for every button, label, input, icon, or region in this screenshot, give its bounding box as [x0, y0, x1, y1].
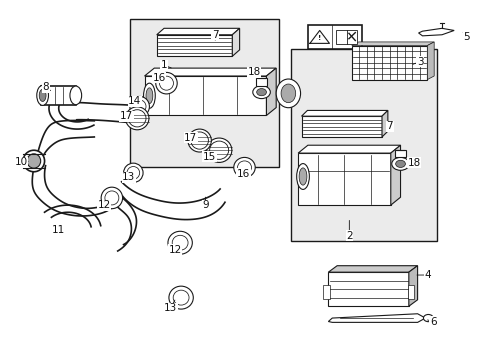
Text: 13: 13 — [163, 303, 177, 314]
Ellipse shape — [128, 110, 146, 127]
Ellipse shape — [187, 129, 211, 152]
Ellipse shape — [143, 83, 155, 108]
Text: 9: 9 — [202, 200, 208, 210]
Bar — [335, 30, 357, 44]
Polygon shape — [408, 266, 417, 306]
Text: 16: 16 — [236, 168, 250, 179]
Polygon shape — [232, 28, 239, 56]
Ellipse shape — [281, 84, 295, 103]
Polygon shape — [144, 68, 276, 76]
Polygon shape — [381, 111, 387, 137]
Ellipse shape — [299, 168, 306, 185]
Text: 12: 12 — [168, 245, 182, 255]
Polygon shape — [328, 314, 425, 322]
Text: 17: 17 — [120, 111, 133, 121]
Polygon shape — [351, 42, 433, 45]
Text: 7: 7 — [211, 30, 218, 40]
Ellipse shape — [125, 107, 149, 130]
Text: 17: 17 — [184, 133, 197, 143]
Circle shape — [395, 160, 405, 167]
Text: 6: 6 — [429, 317, 436, 327]
Bar — [290, 49, 436, 241]
Ellipse shape — [127, 167, 140, 179]
Ellipse shape — [70, 86, 81, 105]
Ellipse shape — [23, 150, 44, 172]
Text: 16: 16 — [152, 73, 165, 83]
Ellipse shape — [123, 163, 143, 183]
Bar — [130, 19, 278, 167]
Bar — [394, 150, 406, 157]
Ellipse shape — [190, 132, 208, 149]
Text: 3: 3 — [416, 57, 423, 67]
Circle shape — [423, 315, 432, 321]
Bar — [407, 285, 413, 299]
Circle shape — [252, 86, 270, 99]
Bar — [351, 45, 427, 80]
Polygon shape — [427, 42, 433, 80]
Bar — [307, 25, 361, 49]
Ellipse shape — [39, 89, 46, 102]
Bar — [157, 35, 232, 56]
Ellipse shape — [146, 88, 153, 104]
Ellipse shape — [168, 286, 193, 309]
Text: 12: 12 — [97, 200, 110, 210]
Polygon shape — [157, 28, 239, 35]
Text: 5: 5 — [462, 32, 468, 41]
Text: 7: 7 — [386, 121, 392, 131]
Ellipse shape — [233, 157, 255, 177]
Ellipse shape — [173, 290, 189, 305]
Text: 4: 4 — [423, 270, 430, 280]
Ellipse shape — [156, 72, 177, 94]
Ellipse shape — [206, 138, 231, 162]
Text: 14: 14 — [128, 96, 141, 106]
Ellipse shape — [237, 161, 251, 174]
Ellipse shape — [101, 187, 122, 209]
Text: 15: 15 — [203, 152, 216, 162]
Bar — [323, 285, 329, 299]
Polygon shape — [418, 28, 453, 36]
Bar — [255, 78, 267, 86]
Bar — [41, 86, 76, 105]
Text: 10: 10 — [15, 157, 28, 167]
Text: 1: 1 — [161, 60, 167, 70]
Ellipse shape — [37, 85, 48, 105]
Ellipse shape — [209, 141, 228, 159]
Text: 2: 2 — [346, 231, 352, 240]
Ellipse shape — [105, 191, 119, 205]
Ellipse shape — [167, 231, 192, 254]
Ellipse shape — [130, 96, 149, 117]
Ellipse shape — [276, 79, 300, 108]
Ellipse shape — [133, 100, 146, 113]
Bar — [328, 272, 408, 306]
Polygon shape — [266, 68, 276, 116]
Ellipse shape — [159, 76, 173, 90]
Polygon shape — [328, 266, 417, 272]
Ellipse shape — [172, 235, 188, 250]
Polygon shape — [301, 111, 387, 116]
Circle shape — [256, 89, 266, 96]
Text: !: ! — [317, 35, 321, 41]
Text: 18: 18 — [247, 67, 260, 77]
Circle shape — [391, 157, 408, 170]
Ellipse shape — [296, 163, 309, 189]
Bar — [301, 116, 381, 137]
Bar — [144, 76, 266, 116]
Text: 8: 8 — [42, 82, 49, 93]
Polygon shape — [298, 145, 400, 153]
Bar — [298, 153, 390, 205]
Text: 11: 11 — [52, 225, 65, 235]
Polygon shape — [390, 145, 400, 205]
Ellipse shape — [27, 154, 41, 168]
Text: 13: 13 — [122, 172, 135, 182]
Text: 18: 18 — [407, 158, 420, 168]
